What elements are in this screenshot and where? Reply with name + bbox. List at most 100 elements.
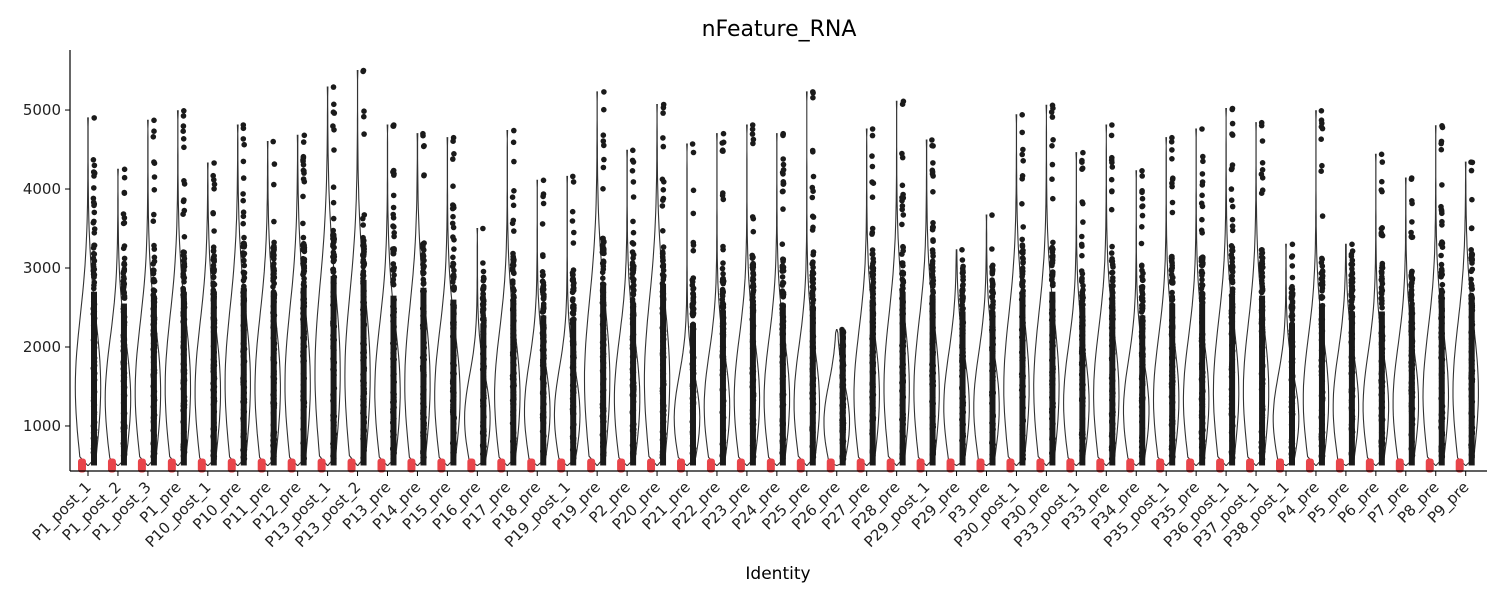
data-point <box>151 246 158 252</box>
data-point <box>330 268 337 275</box>
data-point <box>630 267 637 274</box>
violin-base-pill <box>587 458 596 473</box>
data-point <box>690 210 697 217</box>
data-point <box>809 291 816 297</box>
data-point <box>151 128 157 134</box>
data-point <box>90 261 97 268</box>
data-point <box>1079 159 1085 165</box>
violin-base-pill <box>1305 458 1314 473</box>
data-point <box>930 160 936 166</box>
data-point <box>539 221 546 227</box>
data-point <box>241 275 248 281</box>
data-point <box>1109 164 1116 170</box>
data-point <box>1049 161 1056 168</box>
data-point <box>1229 203 1236 210</box>
data-point <box>511 158 517 165</box>
point-column <box>1199 303 1206 466</box>
violin-group <box>883 98 910 473</box>
data-point <box>899 182 906 189</box>
data-point <box>421 247 427 253</box>
data-point <box>271 161 278 167</box>
data-point <box>211 228 217 234</box>
violin-outline <box>164 110 192 467</box>
data-point <box>1199 230 1205 236</box>
data-point <box>301 168 307 174</box>
data-point <box>719 279 726 285</box>
data-point <box>719 140 725 146</box>
data-point <box>690 239 697 246</box>
data-point <box>90 250 97 257</box>
data-point <box>1139 274 1145 280</box>
data-point <box>1109 294 1116 301</box>
data-point <box>360 222 367 228</box>
data-point <box>869 270 876 277</box>
data-point <box>1229 269 1236 275</box>
violin-group <box>314 84 341 473</box>
violin-group <box>763 130 791 473</box>
data-point <box>1289 292 1296 299</box>
data-point <box>720 260 726 266</box>
data-point <box>631 263 637 270</box>
data-point <box>1109 122 1115 128</box>
data-point <box>360 270 367 277</box>
data-point <box>240 209 247 215</box>
data-point <box>601 89 607 95</box>
data-point <box>151 254 158 261</box>
data-point <box>930 224 936 230</box>
violin-group <box>703 130 731 473</box>
data-point <box>151 159 157 165</box>
violin-group <box>434 134 461 473</box>
violin-base-pill <box>1216 458 1225 473</box>
data-point <box>630 241 637 247</box>
data-point <box>1199 282 1206 288</box>
point-column <box>450 299 457 466</box>
data-point <box>1318 168 1324 174</box>
violin-outline <box>404 133 431 467</box>
data-point <box>1078 241 1085 248</box>
data-point <box>780 161 787 168</box>
data-point <box>810 259 816 265</box>
point-column <box>300 287 307 466</box>
violin-base-pill <box>677 458 685 473</box>
violin-base-pill <box>197 458 206 473</box>
data-point <box>300 234 307 241</box>
data-point <box>240 213 247 220</box>
data-point <box>869 225 876 232</box>
data-point <box>1318 259 1325 266</box>
data-point <box>930 281 936 288</box>
data-point <box>180 264 187 270</box>
data-point <box>241 262 248 269</box>
data-point <box>361 108 367 114</box>
data-point <box>301 132 308 139</box>
violin-outline <box>464 227 491 467</box>
data-point <box>150 218 157 224</box>
point-column <box>1348 311 1355 466</box>
data-point <box>330 184 337 190</box>
data-point <box>570 173 576 180</box>
data-point <box>1109 269 1115 276</box>
data-point <box>1049 176 1055 182</box>
data-point <box>900 212 907 218</box>
data-point <box>480 286 487 292</box>
data-point <box>1258 122 1265 129</box>
data-point <box>570 179 577 185</box>
data-point <box>420 251 426 258</box>
data-point <box>1258 288 1265 295</box>
data-point <box>749 131 756 137</box>
data-point <box>1229 120 1236 127</box>
data-point <box>300 155 307 161</box>
data-point <box>1379 178 1385 185</box>
data-point <box>1019 173 1026 179</box>
data-point <box>630 194 637 200</box>
data-point <box>1139 267 1145 274</box>
data-point <box>90 157 97 163</box>
data-point <box>511 228 517 234</box>
data-point <box>210 266 217 272</box>
data-point <box>1079 199 1085 205</box>
data-point <box>1289 263 1296 269</box>
data-point <box>630 290 636 297</box>
data-point <box>779 241 786 247</box>
data-point <box>390 211 397 218</box>
data-point <box>630 229 637 236</box>
data-point <box>810 224 816 231</box>
